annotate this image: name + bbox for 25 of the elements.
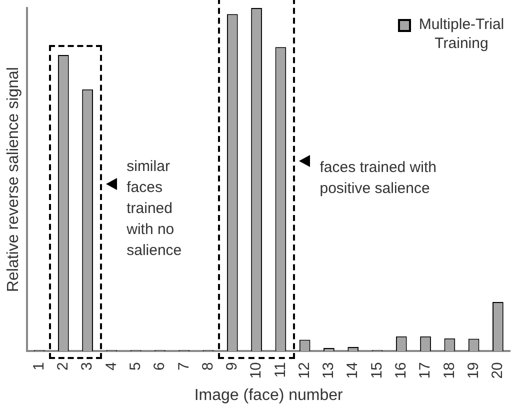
x-tick-label: 10 (248, 362, 265, 379)
x-tick-label: 17 (416, 362, 434, 379)
x-tick-label: 5 (126, 362, 144, 370)
x-tick-label: 16 (392, 362, 410, 379)
x-tick-label: 7 (175, 362, 192, 370)
x-tick-label: 9 (224, 362, 241, 370)
x-tick-label: 1 (30, 362, 48, 370)
x-tick-label: 13 (320, 362, 338, 379)
annotation: faces trained with positive salience (320, 158, 438, 199)
x-tick-label: 15 (368, 362, 386, 379)
x-tick-label: 2 (54, 362, 72, 370)
annotation: similar faces trained with no salience (126, 157, 183, 262)
x-tick-label: 11 (272, 362, 289, 378)
x-tick-label: 6 (151, 362, 168, 370)
x-tick-label: 8 (199, 362, 216, 370)
x-axis-title: Image (face) number (194, 386, 344, 404)
x-tick-label: 12 (296, 362, 313, 379)
x-tick-label: 18 (440, 362, 458, 379)
x-tick-label: 3 (78, 362, 96, 370)
x-tick-label: 14 (344, 362, 362, 379)
x-tick-label: 4 (102, 362, 120, 370)
legend-label: Multiple-Trial Training (418, 15, 506, 53)
y-axis-title: Relative reverse salience signal (5, 67, 22, 292)
x-tick-label: 19 (464, 362, 482, 379)
x-tick-label: 20 (489, 362, 506, 379)
